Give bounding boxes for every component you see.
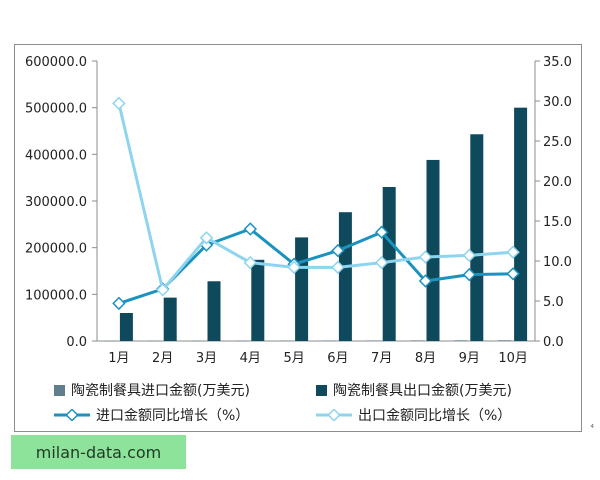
y-left-tick-label: 0.0	[66, 335, 87, 350]
export-amount-bar	[163, 297, 177, 341]
y-right-tick-label: 30.0	[543, 95, 572, 110]
export-amount-bar	[119, 313, 133, 341]
export-growth-point	[199, 231, 214, 245]
import-amount-bar	[410, 340, 424, 341]
x-tick-label: 7月	[371, 351, 392, 366]
x-tick-label: 10月	[498, 351, 528, 366]
export-amount-bar	[514, 107, 528, 342]
import-growth-line	[118, 227, 514, 305]
import-growth-point	[418, 274, 433, 288]
y-left-tick-label: 100000.0	[25, 288, 87, 303]
import-growth-point	[374, 225, 389, 239]
y-left-tick-label: 300000.0	[25, 195, 87, 210]
y-right-tick-label: 0.0	[543, 335, 564, 350]
y-left-tick-label: 400000.0	[25, 148, 87, 163]
x-tick-label: 6月	[327, 351, 348, 366]
export-amount-bar	[251, 259, 265, 341]
y-right-tick-label: 5.0	[543, 295, 564, 310]
export-amount-bar	[470, 134, 484, 341]
x-tick-label: 9月	[459, 351, 480, 366]
import-amount-bar	[191, 340, 205, 342]
y-right-tick-label: 25.0	[543, 135, 572, 150]
export-growth-point	[506, 245, 520, 259]
import-amount-bar	[279, 340, 293, 342]
import-amount-bar	[454, 340, 468, 341]
x-tick-label: 5月	[283, 351, 304, 366]
export-amount-bar	[207, 281, 221, 341]
import-amount-bar	[103, 340, 117, 342]
import-amount-bar	[322, 340, 336, 342]
watermark-text: milan-data.com	[35, 442, 162, 462]
export-amount-bar	[295, 237, 309, 341]
export-growth-point	[331, 260, 345, 275]
corner-mark: ⁴	[590, 424, 594, 434]
chart-frame	[14, 44, 582, 432]
x-tick-label: 3月	[196, 351, 217, 366]
import-growth-point	[506, 267, 520, 281]
y-left-tick-label: 600000.0	[25, 55, 87, 70]
y-right-tick-label: 20.0	[543, 175, 572, 190]
export-amount-bar	[426, 159, 440, 341]
import-growth-point	[243, 222, 258, 236]
export-growth-point	[155, 283, 170, 297]
import-amount-bar	[366, 340, 380, 341]
export-growth-point	[287, 260, 301, 275]
watermark-badge: milan-data.com	[11, 435, 186, 469]
y-right-tick-label: 10.0	[543, 255, 572, 270]
export-growth-line	[117, 103, 514, 292]
import-amount-bar	[147, 340, 161, 342]
export-growth-point	[418, 250, 433, 264]
import-growth-point	[112, 296, 126, 311]
export-growth-point	[374, 255, 389, 270]
export-growth-point	[243, 255, 258, 270]
x-tick-label: 4月	[240, 351, 261, 366]
import-growth-point	[462, 267, 477, 282]
export-amount-bar	[382, 187, 396, 341]
y-left-tick-label: 500000.0	[25, 102, 87, 117]
import-amount-bar	[235, 340, 249, 342]
x-tick-label: 8月	[415, 351, 436, 366]
export-growth-point	[462, 248, 477, 263]
export-amount-bar	[338, 212, 352, 341]
y-right-tick-label: 35.0	[543, 55, 572, 70]
export-growth-point	[112, 96, 126, 111]
import-growth-point	[331, 243, 345, 258]
x-tick-label: 1月	[108, 351, 129, 366]
y-right-tick-label: 15.0	[543, 215, 572, 230]
x-tick-label: 2月	[152, 351, 173, 366]
y-left-tick-label: 200000.0	[25, 242, 87, 257]
import-amount-bar	[498, 340, 512, 341]
